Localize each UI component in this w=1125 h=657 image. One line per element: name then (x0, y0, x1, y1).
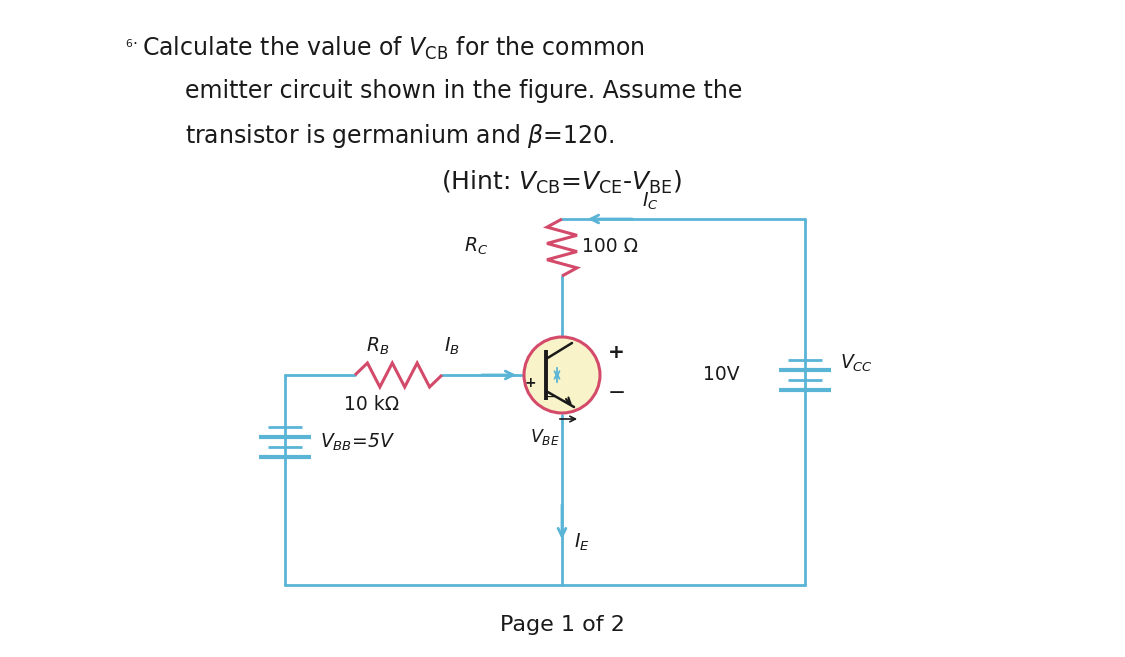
Text: +: + (608, 344, 624, 363)
Text: −: − (544, 390, 556, 404)
Text: $I_C$: $I_C$ (642, 191, 658, 212)
Text: $I_B$: $I_B$ (444, 336, 460, 357)
Text: $V_{\mathregular{BE}}$: $V_{\mathregular{BE}}$ (530, 427, 560, 447)
Text: 10V: 10V (703, 365, 740, 384)
Text: Page 1 of 2: Page 1 of 2 (500, 615, 624, 635)
Text: Calculate the value of $V_{\mathregular{CB}}$ for the common: Calculate the value of $V_{\mathregular{… (142, 35, 645, 62)
Text: transistor is germanium and $\beta$=120.: transistor is germanium and $\beta$=120. (184, 122, 614, 150)
Text: 10 kΩ: 10 kΩ (344, 395, 399, 414)
Text: emitter circuit shown in the figure. Assume the: emitter circuit shown in the figure. Ass… (184, 79, 742, 103)
Text: (Hint: $V_{\mathregular{CB}}$=$V_{\mathregular{CE}}$-$V_{\mathregular{BE}}$): (Hint: $V_{\mathregular{CB}}$=$V_{\mathr… (441, 169, 683, 196)
Text: $I_E$: $I_E$ (574, 532, 590, 553)
Text: $V_{BB}$=5V: $V_{BB}$=5V (319, 432, 395, 453)
Circle shape (524, 337, 600, 413)
Text: $R_C$: $R_C$ (464, 235, 488, 257)
Text: −: − (608, 383, 626, 403)
Text: $V_{CC}$: $V_{CC}$ (840, 352, 873, 374)
Text: $R_B$: $R_B$ (367, 336, 389, 357)
Text: 100 Ω: 100 Ω (582, 237, 638, 256)
Text: $_6.$: $_6.$ (125, 35, 137, 50)
Text: +: + (524, 376, 536, 390)
